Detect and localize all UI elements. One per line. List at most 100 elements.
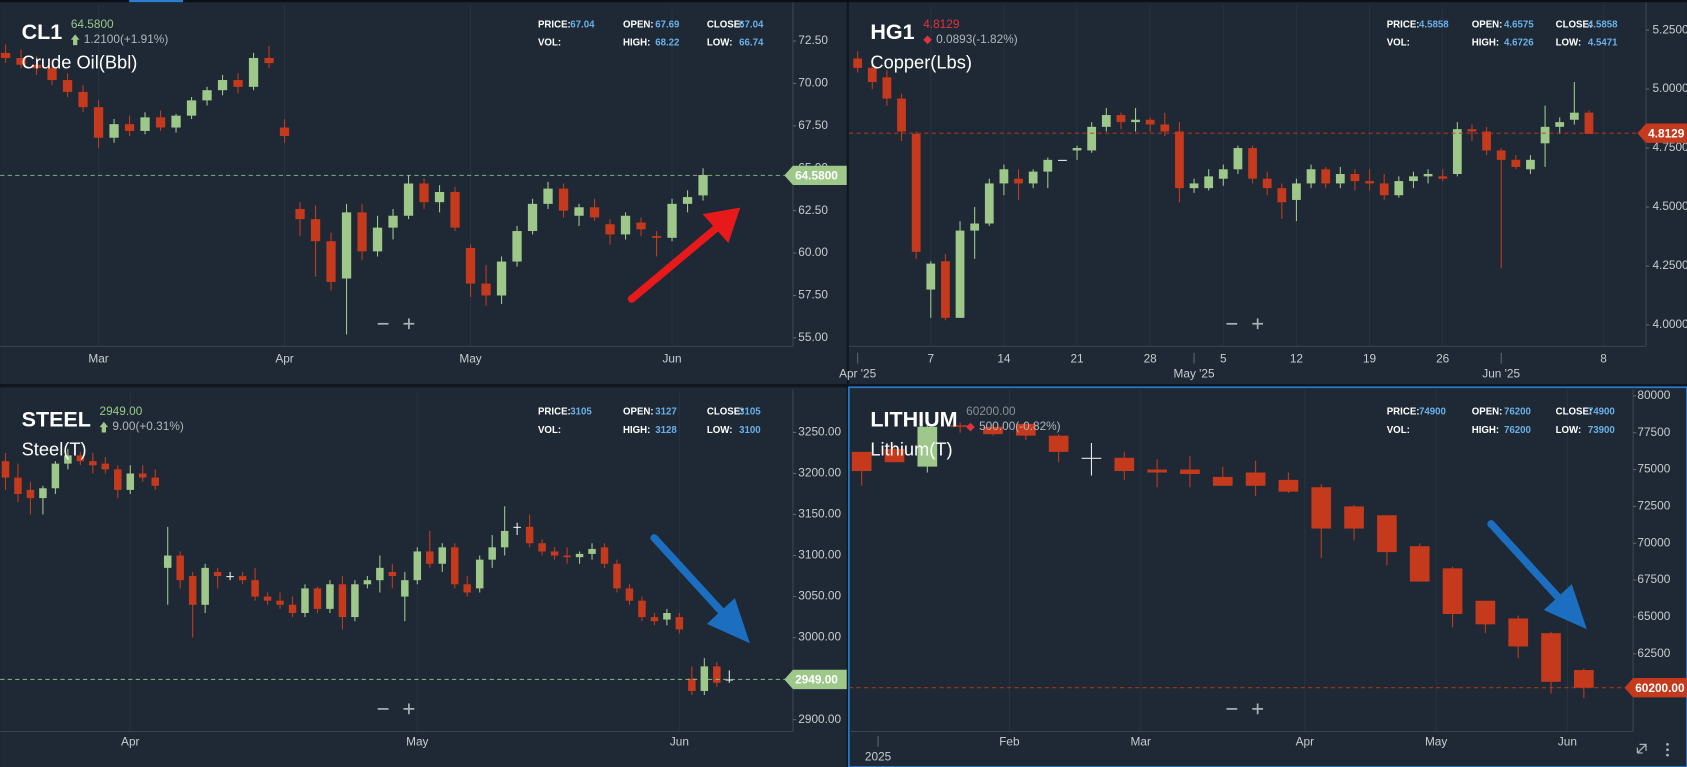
- candle-body: [1014, 178, 1023, 184]
- zoom-in-button[interactable]: [403, 703, 415, 715]
- candle-body: [897, 98, 906, 132]
- candle-body: [263, 596, 272, 601]
- candle-body: [1475, 600, 1496, 625]
- price-tag: [1637, 123, 1687, 143]
- candle-body: [14, 477, 22, 494]
- price-tag-label: 4.8129: [1648, 126, 1685, 140]
- candle-body: [525, 526, 534, 544]
- y-tick-label: 67.50: [798, 118, 828, 132]
- candle-body: [1116, 115, 1126, 123]
- candle-body: [279, 127, 290, 137]
- y-tick-label: 80000: [1637, 388, 1670, 402]
- candle-body: [1584, 112, 1594, 134]
- candle-body: [1379, 183, 1389, 196]
- symbol: CL1: [22, 20, 63, 44]
- up-arrow: [70, 34, 80, 46]
- arrow-shaft: [627, 223, 722, 303]
- candle-body: [372, 227, 383, 252]
- y-tick-label: 72.50: [798, 33, 828, 47]
- price-tag-label: 2949.00: [795, 673, 838, 687]
- y-tick-label: 3100.00: [798, 548, 841, 562]
- candle-body: [124, 124, 135, 131]
- candle-body: [51, 463, 60, 489]
- candle-body: [911, 133, 921, 252]
- y-tick-label: 70.00: [798, 76, 828, 90]
- panel-tools: [1636, 743, 1669, 757]
- candle-body: [186, 100, 197, 116]
- stat-label: OPEN:: [1472, 19, 1503, 30]
- stat-label: HIGH:: [1472, 38, 1499, 49]
- stat-label: LOW:: [1556, 425, 1582, 436]
- stat-label: VOL:: [1387, 425, 1410, 436]
- zoom-in-button[interactable]: [1252, 318, 1264, 330]
- stat-label: HIGH:: [623, 38, 650, 49]
- candle-body: [984, 183, 994, 224]
- candle-body: [575, 553, 584, 558]
- candle-body: [326, 241, 336, 282]
- menu-dot[interactable]: [1666, 753, 1669, 757]
- zoom-in-button[interactable]: [403, 318, 415, 330]
- x-tick-label: 19: [1363, 351, 1377, 365]
- price-tag-label: 64.5800: [795, 169, 838, 183]
- candle-body: [589, 207, 600, 218]
- menu-dot[interactable]: [1666, 748, 1669, 752]
- candle-body: [388, 571, 397, 577]
- x-tick-label: Jun: [670, 734, 689, 748]
- candle-body: [600, 547, 609, 564]
- candle-body: [663, 612, 671, 620]
- candle-body: [1511, 159, 1521, 167]
- stat-value: 4.5858: [1419, 19, 1449, 30]
- candle-body: [419, 183, 429, 203]
- stat-label: VOL:: [1387, 38, 1410, 49]
- stat-value: 66.74: [739, 38, 764, 49]
- price-tag: [1624, 678, 1687, 698]
- change: 500.00(-0.82%): [979, 419, 1061, 433]
- stat-label: CLOSE:: [1556, 19, 1593, 30]
- instrument-name: Steel(T): [22, 439, 87, 460]
- menu-dot[interactable]: [1666, 743, 1669, 746]
- candle-body: [650, 617, 659, 622]
- candle-body: [1175, 131, 1184, 189]
- x-period-label: May '25: [1174, 366, 1215, 380]
- candle-body: [1409, 546, 1430, 582]
- candle-body: [39, 488, 47, 499]
- x-tick-label: May: [1425, 734, 1447, 748]
- expand-icon[interactable]: [1636, 743, 1647, 754]
- price-tag-label: 60200.00: [1635, 681, 1685, 695]
- candle-body: [1526, 159, 1535, 170]
- candle-body: [500, 530, 509, 548]
- candle-body: [1101, 115, 1111, 127]
- candle-body: [1574, 670, 1594, 688]
- candle-body: [1292, 183, 1301, 200]
- candle-body: [202, 90, 212, 101]
- y-tick-label: 5.2500: [1652, 22, 1687, 36]
- candle-body: [26, 489, 35, 499]
- zoom-in-button[interactable]: [1252, 703, 1264, 715]
- candle-body: [675, 617, 684, 630]
- stat-value: 67.69: [655, 19, 680, 30]
- candle-body: [1335, 173, 1345, 184]
- arrow-head: [706, 598, 750, 644]
- x-tick-label: 5: [1220, 351, 1227, 365]
- candle-body: [1540, 126, 1550, 144]
- x-tick-label: 21: [1070, 351, 1083, 365]
- candle-body: [667, 203, 677, 238]
- stat-value: 3128: [655, 425, 677, 436]
- stat-label: LOW:: [707, 425, 733, 436]
- stat-value: 76200: [1504, 407, 1531, 418]
- candle-body: [213, 571, 222, 577]
- candle-body: [31, 64, 42, 69]
- candle-body: [248, 57, 259, 87]
- candle-body: [1048, 435, 1069, 452]
- panel-background: [0, 387, 847, 767]
- candle-body: [188, 576, 197, 605]
- candle-body: [238, 576, 247, 581]
- candle-body: [999, 169, 1009, 184]
- candle-body: [700, 666, 709, 691]
- candle-body: [341, 212, 352, 279]
- candle-body: [109, 124, 119, 138]
- x-tick-label: 26: [1436, 351, 1450, 365]
- stat-label: PRICE:: [1387, 19, 1420, 30]
- candle-body: [620, 215, 631, 235]
